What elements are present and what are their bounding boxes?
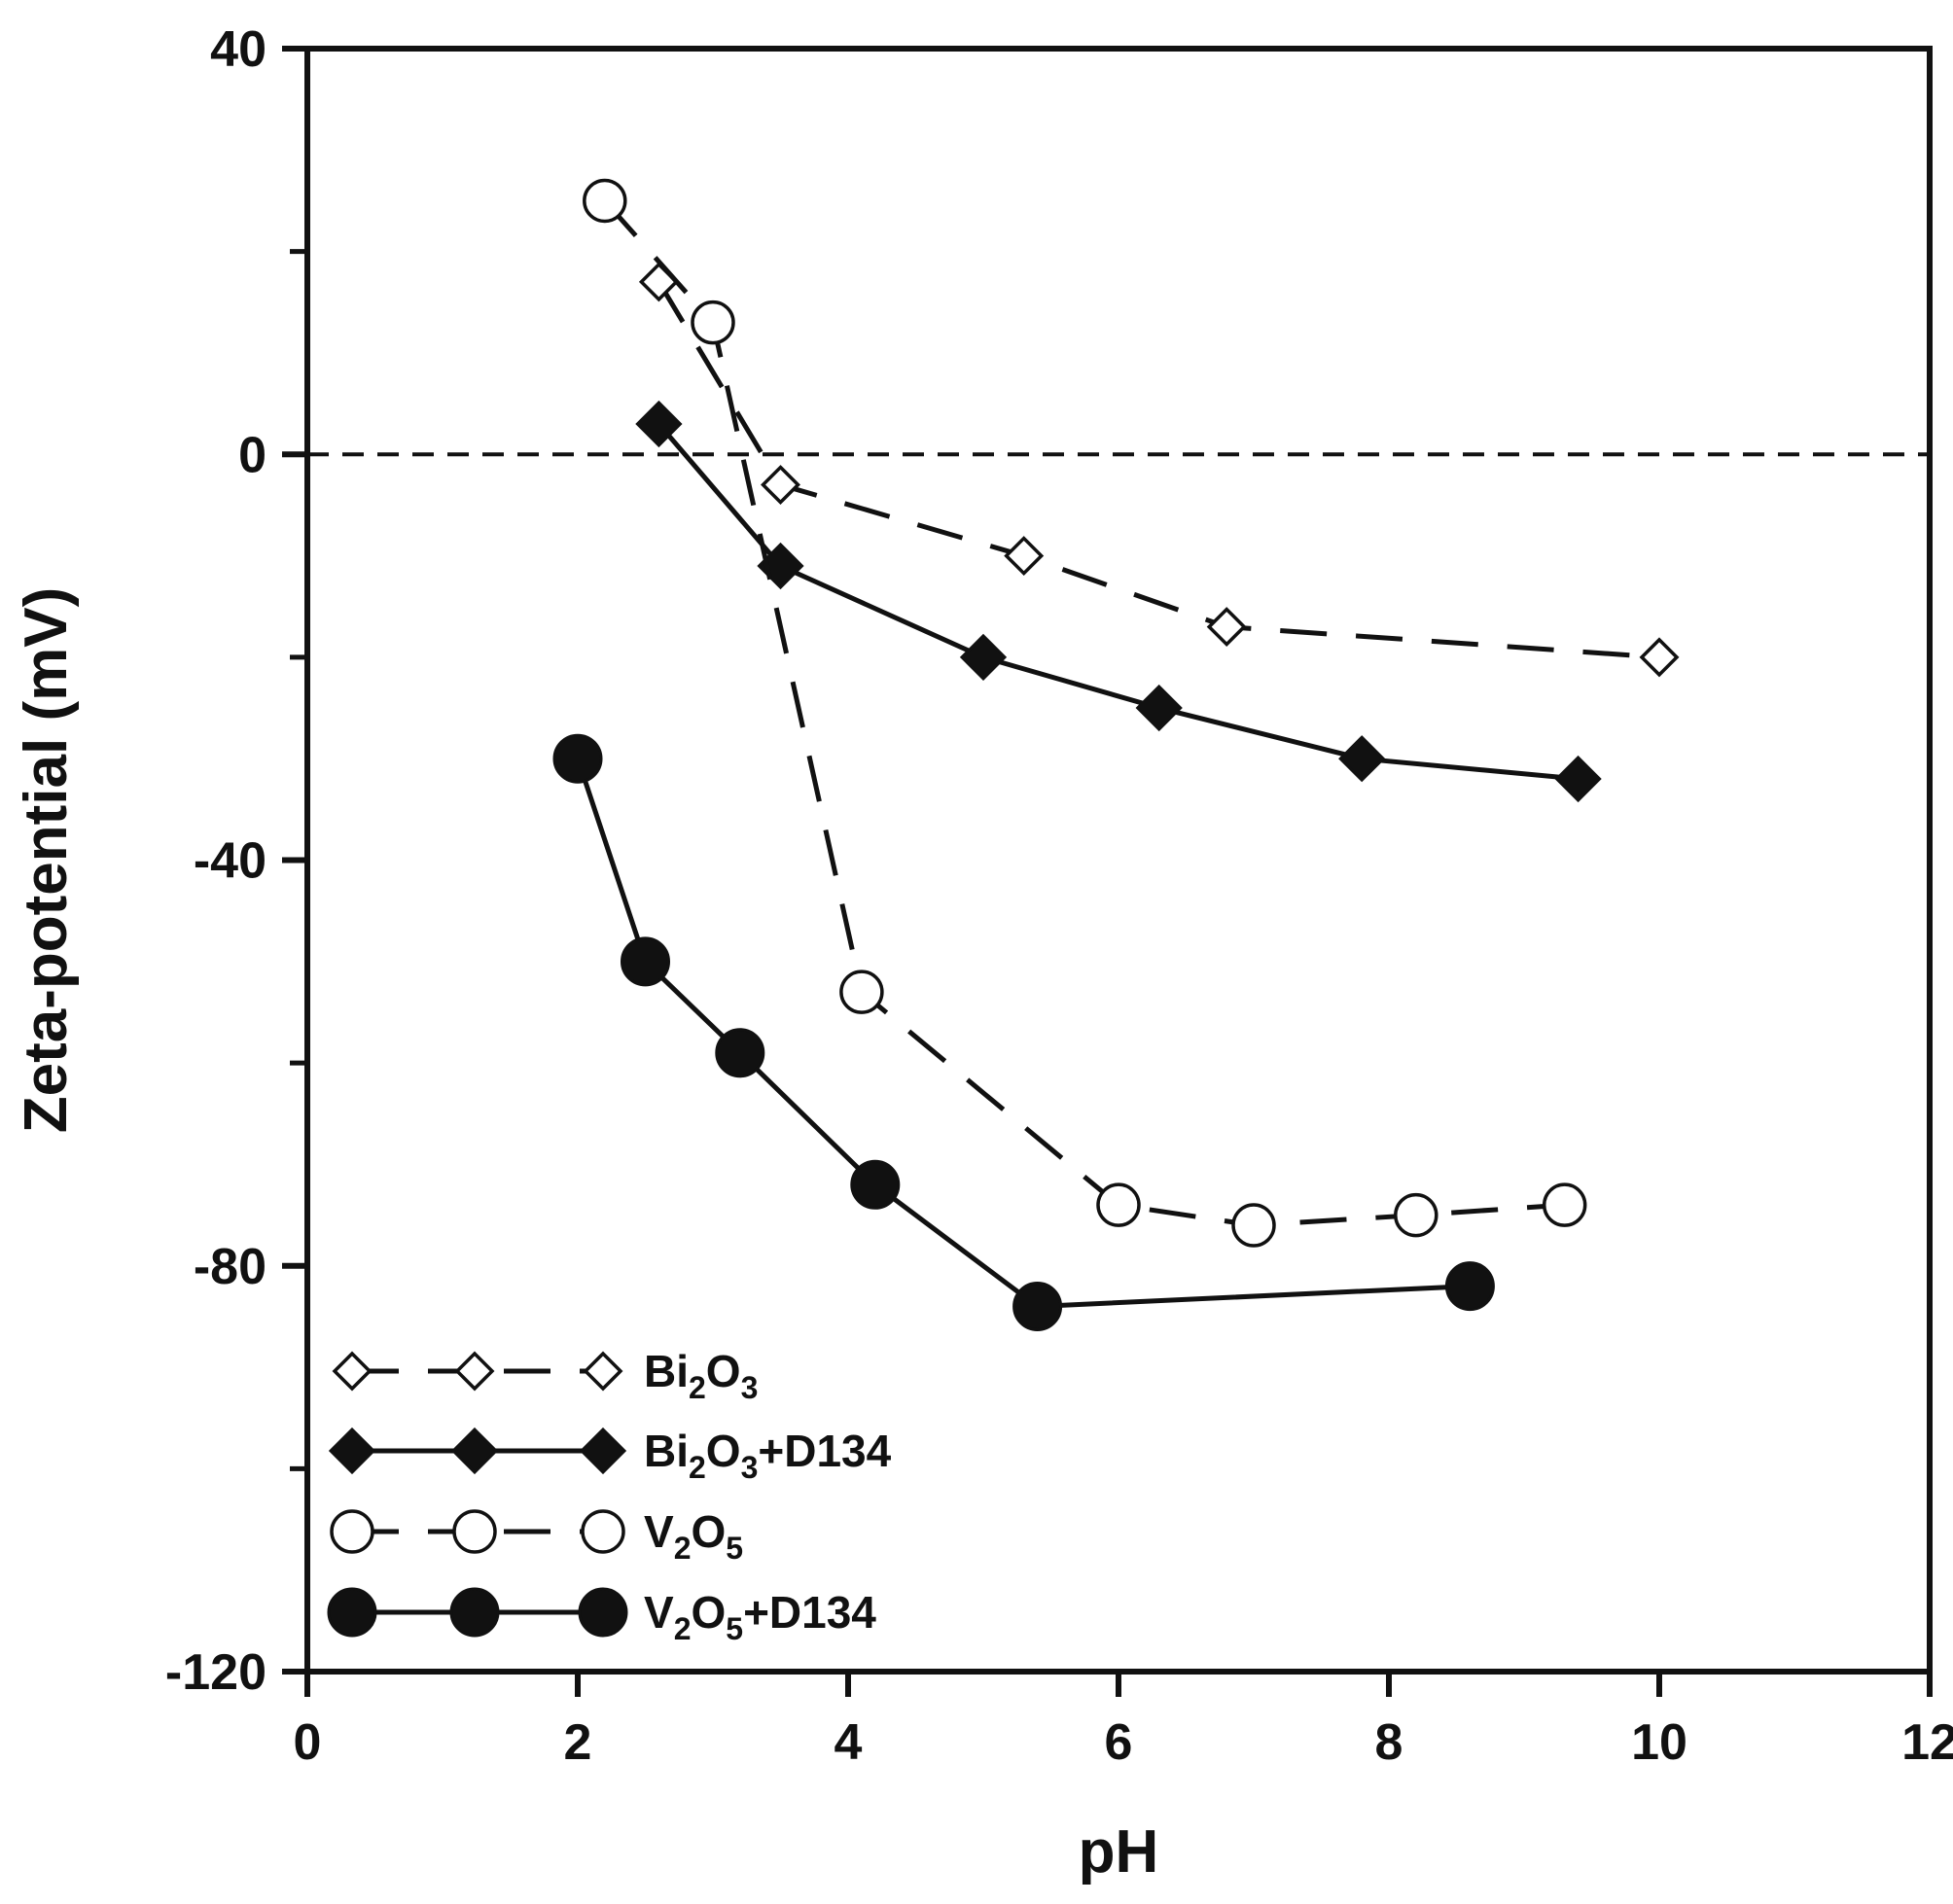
x-tick-label: 4 (834, 1714, 863, 1771)
x-tick-label: 8 (1375, 1714, 1403, 1771)
x-tick-label: 2 (564, 1714, 592, 1771)
data-point (1135, 684, 1183, 732)
legend-marker (330, 1509, 374, 1554)
y-tick-label: -120 (165, 1644, 266, 1701)
legend-label: V2O5+D134 (644, 1587, 876, 1646)
data-point (621, 936, 670, 987)
y-tick-label: 40 (210, 21, 266, 78)
legend-text: V (644, 1587, 674, 1638)
legend-subscript: 2 (689, 1370, 706, 1405)
data-point (761, 465, 800, 506)
legend-label: Bi2O3+D134 (644, 1426, 892, 1485)
legend-marker (452, 1509, 497, 1554)
y-tick-label: -80 (194, 1239, 266, 1295)
data-point (839, 970, 884, 1014)
x-tick-label: 12 (1901, 1714, 1953, 1771)
legend-entry: V2O5+D134 (327, 1587, 876, 1646)
legend-marker (327, 1587, 377, 1638)
legend-marker (328, 1427, 376, 1475)
legend-subscript: 5 (726, 1531, 743, 1566)
legend-marker (581, 1509, 625, 1554)
legend-subscript: 3 (741, 1370, 759, 1405)
legend-marker (449, 1587, 500, 1638)
data-point (850, 1159, 901, 1210)
legend-marker (332, 1351, 373, 1392)
data-point (1542, 1182, 1587, 1227)
series-v2o5 (583, 178, 1587, 1248)
data-point (1338, 735, 1386, 783)
y-tick-label: 0 (238, 427, 266, 483)
data-point (691, 300, 735, 345)
legend-marker (579, 1427, 627, 1475)
data-point (552, 733, 603, 784)
data-point (1206, 607, 1247, 648)
plot-frame (304, 46, 1933, 1675)
data-point (959, 633, 1008, 681)
y-tick-label: -40 (194, 833, 266, 890)
data-point (1231, 1203, 1276, 1248)
legend-subscript: 3 (741, 1450, 759, 1485)
legend-text: O (706, 1426, 741, 1476)
x-tick-label: 6 (1105, 1714, 1133, 1771)
x-tick-label: 0 (294, 1714, 322, 1771)
data-point (1444, 1261, 1495, 1312)
series-line (657, 422, 1579, 782)
legend-entry: Bi2O3+D134 (328, 1426, 892, 1485)
legend-marker (450, 1427, 499, 1475)
legend-text: +D134 (743, 1587, 876, 1638)
legend-text: Bi (644, 1346, 689, 1396)
legend-entry: Bi2O3 (332, 1346, 758, 1405)
legend-label: V2O5 (644, 1506, 743, 1566)
data-point (715, 1028, 765, 1078)
x-axis-title: pH (1079, 1818, 1159, 1886)
data-point (1554, 755, 1602, 803)
data-point (583, 178, 627, 224)
legend-entry: V2O5 (330, 1506, 743, 1566)
legend-text: O (691, 1506, 726, 1557)
x-tick-label: 10 (1631, 1714, 1687, 1771)
series-v2o5-d134 (552, 733, 1495, 1331)
legend-subscript: 2 (689, 1450, 706, 1485)
legend-marker (578, 1587, 628, 1638)
y-axis-title: Zeta-potential (mV) (13, 587, 80, 1133)
legend-marker (583, 1351, 623, 1392)
legend-subscript: 2 (674, 1611, 692, 1646)
data-point (1012, 1281, 1063, 1331)
series-line (575, 758, 1471, 1309)
series-bi2o3-d134 (635, 400, 1602, 803)
series-layer (552, 178, 1680, 1331)
data-point (635, 400, 683, 448)
legend-subscript: 5 (726, 1611, 743, 1646)
series-bi2o3 (638, 262, 1680, 678)
data-point (638, 262, 679, 302)
legend-subscript: 2 (674, 1531, 692, 1566)
legend-marker (454, 1351, 495, 1392)
legend-label: Bi2O3 (644, 1346, 758, 1405)
data-point (1639, 637, 1680, 678)
data-point (1096, 1182, 1141, 1227)
data-point (1004, 536, 1045, 577)
legend-text: Bi (644, 1426, 689, 1476)
legend-text: +D134 (758, 1426, 891, 1476)
legend-text: O (706, 1346, 741, 1396)
axis-layer: 0 2 4 6 8 10 12 40 0 -40 -80 -120 (165, 21, 1953, 1771)
data-point (1394, 1192, 1438, 1238)
series-line (657, 280, 1660, 660)
legend-text: O (691, 1587, 726, 1638)
legend-text: V (644, 1506, 674, 1557)
